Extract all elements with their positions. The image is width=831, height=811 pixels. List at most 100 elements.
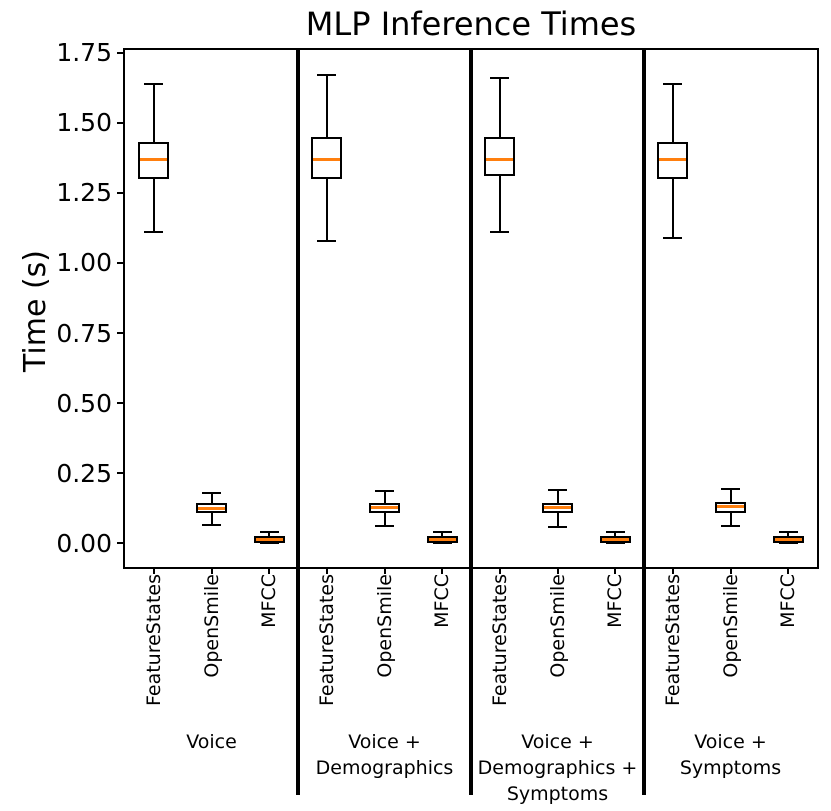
whisker-cap-upper: [317, 74, 337, 77]
y-tick-mark: [117, 121, 125, 124]
panel-separator: [296, 50, 300, 795]
whisker-cap-lower: [202, 523, 221, 526]
y-tick-mark: [117, 51, 125, 54]
whisker-lower: [383, 513, 386, 527]
y-tick-mark: [117, 332, 125, 335]
whisker-cap-lower: [721, 525, 740, 528]
whisker-lower: [325, 178, 328, 241]
median-line: [774, 538, 802, 542]
x-tick-label-featurestates: FeatureStates: [142, 574, 165, 706]
y-tick-label: 1.00: [56, 248, 112, 278]
median-line: [428, 538, 456, 542]
group-label-line: Voice +: [694, 731, 767, 753]
y-tick-label: 1.75: [56, 38, 112, 68]
x-tick-mark: [498, 567, 501, 574]
whisker-cap-upper: [432, 530, 452, 533]
group-label: Voice + Demographics + Symptoms: [471, 729, 644, 807]
x-tick-mark: [441, 567, 444, 574]
whisker-upper: [729, 488, 732, 502]
whisker-cap-upper: [778, 530, 798, 533]
median-line: [544, 506, 571, 510]
y-tick-mark: [117, 542, 125, 545]
box-featurestates: [484, 136, 516, 177]
whisker-upper: [498, 78, 501, 137]
group-label-line: Demographics +: [477, 757, 638, 779]
whisker-upper: [556, 490, 559, 503]
whisker-cap-lower: [490, 231, 510, 234]
whisker-cap-lower: [432, 542, 452, 545]
median-line: [255, 538, 283, 542]
group-label-line: Voice +: [348, 731, 421, 753]
x-tick-label-opensmile: OpenSmile: [719, 574, 742, 678]
whisker-cap-lower: [144, 231, 164, 234]
whisker-lower: [556, 513, 559, 527]
median-line: [717, 505, 744, 509]
whisker-upper: [210, 493, 213, 503]
whisker-cap-lower: [548, 525, 567, 528]
group-label-line: Symptoms: [679, 757, 782, 779]
median-line: [659, 157, 687, 161]
group-label-line: Demographics: [315, 757, 454, 779]
y-tick-mark: [117, 402, 125, 405]
y-tick-label: 0.75: [56, 318, 112, 348]
median-line: [371, 506, 398, 510]
panel-separator: [642, 50, 646, 795]
whisker-cap-lower: [663, 236, 683, 239]
x-tick-label-opensmile: OpenSmile: [373, 574, 396, 678]
whisker-cap-upper: [375, 490, 394, 493]
whisker-cap-lower: [605, 542, 625, 545]
x-tick-mark: [671, 567, 674, 574]
x-tick-mark: [614, 567, 617, 574]
group-label: Voice + Symptoms: [644, 729, 817, 781]
x-tick-mark: [210, 567, 213, 574]
x-tick-mark: [325, 567, 328, 574]
whisker-cap-upper: [490, 77, 510, 80]
whisker-lower: [210, 513, 213, 525]
y-tick-mark: [117, 261, 125, 264]
y-tick-label: 0.00: [56, 528, 112, 558]
whisker-cap-upper: [548, 489, 567, 492]
whisker-cap-upper: [663, 82, 683, 85]
y-tick-label: 1.25: [56, 178, 112, 208]
whisker-cap-upper: [144, 82, 164, 85]
panel-separator: [469, 50, 473, 795]
y-tick-label: 0.25: [56, 458, 112, 488]
whisker-upper: [671, 83, 674, 143]
median-line: [601, 538, 629, 542]
whisker-cap-upper: [721, 487, 740, 490]
y-tick-mark: [117, 191, 125, 194]
x-tick-mark: [787, 567, 790, 574]
group-label-line: Voice: [186, 731, 237, 753]
whisker-lower: [498, 176, 501, 233]
median-line: [313, 157, 341, 161]
whisker-cap-lower: [317, 239, 337, 242]
x-tick-label-mfcc: MFCC: [777, 574, 800, 628]
x-tick-label-opensmile: OpenSmile: [200, 574, 223, 678]
whisker-upper: [383, 491, 386, 503]
x-tick-label-mfcc: MFCC: [604, 574, 627, 628]
whisker-cap-upper: [605, 530, 625, 533]
x-tick-label-opensmile: OpenSmile: [546, 574, 569, 678]
whisker-cap-upper: [202, 492, 221, 495]
whisker-cap-lower: [778, 542, 798, 545]
whisker-lower: [729, 512, 732, 527]
whisker-upper: [268, 531, 271, 537]
median-line: [140, 157, 168, 161]
x-tick-mark: [152, 567, 155, 574]
whisker-lower: [152, 178, 155, 233]
group-label-line: Symptoms: [506, 783, 609, 805]
group-label: Voice: [125, 729, 298, 755]
whisker-upper: [325, 75, 328, 137]
whisker-cap-lower: [259, 542, 279, 545]
x-tick-label-mfcc: MFCC: [258, 574, 281, 628]
chart-title: MLP Inference Times: [305, 5, 637, 43]
x-tick-mark: [268, 567, 271, 574]
whisker-cap-upper: [259, 530, 279, 533]
group-label: Voice + Demographics: [298, 729, 471, 781]
group-label-line: Voice +: [521, 731, 594, 753]
whisker-upper: [614, 531, 617, 537]
median-line: [198, 506, 225, 510]
y-tick-mark: [117, 472, 125, 475]
x-tick-label-featurestates: FeatureStates: [488, 574, 511, 706]
median-line: [486, 157, 514, 161]
